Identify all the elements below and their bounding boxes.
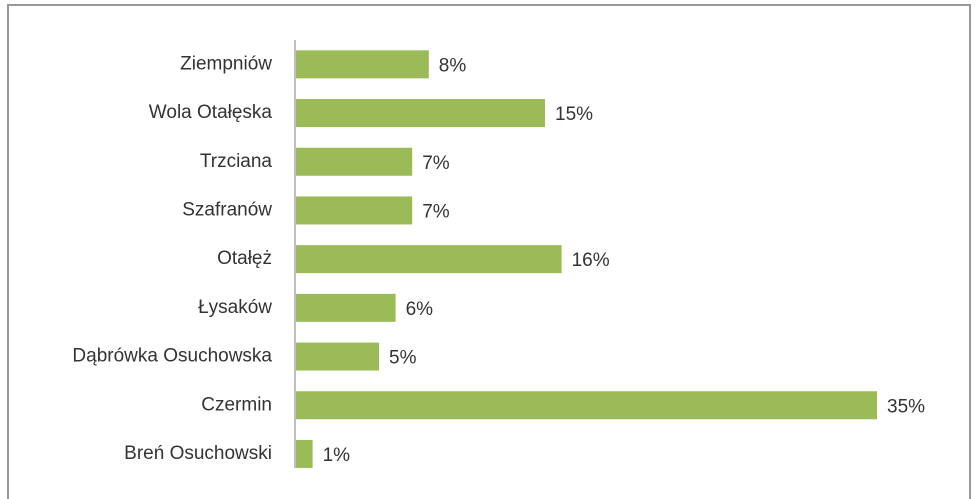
data-label: 6% (406, 299, 434, 320)
category-label: Dąbrówka Osuchowska (72, 346, 272, 367)
category-label: Otałęż (217, 248, 272, 269)
data-label: 7% (422, 201, 450, 222)
bar (296, 147, 413, 176)
bar (296, 293, 396, 322)
bar (296, 196, 413, 225)
bar (296, 391, 877, 420)
bar (296, 342, 379, 371)
bar (296, 99, 545, 128)
bar (296, 439, 313, 468)
bar (296, 245, 562, 274)
bar (296, 50, 429, 79)
category-label: Łysaków (198, 297, 272, 318)
category-label: Szafranów (182, 199, 272, 220)
frame (7, 4, 971, 499)
data-label: 1% (323, 445, 351, 466)
category-label: Trzciana (200, 151, 273, 172)
category-label: Ziempniów (180, 53, 272, 74)
data-label: 16% (572, 250, 610, 271)
data-label: 5% (389, 348, 417, 369)
category-label: Czermin (201, 394, 272, 415)
data-label: 35% (887, 396, 925, 417)
data-label: 8% (439, 55, 467, 76)
category-label: Breń Osuchowski (124, 443, 272, 464)
category-label: Wola Otałęska (149, 102, 273, 123)
data-label: 15% (555, 104, 593, 125)
data-label: 7% (422, 153, 450, 174)
